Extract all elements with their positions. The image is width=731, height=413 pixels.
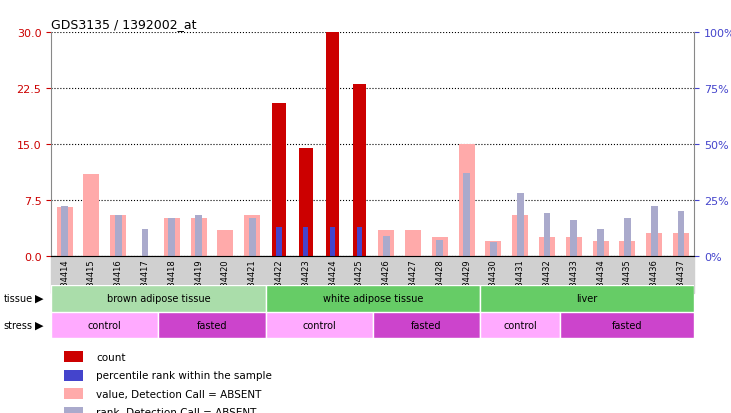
Bar (463, 173, 470, 256)
Bar (61, 207, 68, 256)
Bar (110, 215, 126, 256)
FancyBboxPatch shape (480, 312, 561, 339)
Bar (570, 221, 577, 256)
Bar (624, 218, 631, 256)
Bar (383, 236, 390, 256)
Bar (276, 227, 281, 256)
Text: stress: stress (4, 320, 33, 330)
Bar (593, 241, 609, 256)
Text: rank, Detection Call = ABSENT: rank, Detection Call = ABSENT (96, 407, 257, 413)
Bar (64, 389, 83, 399)
Bar (512, 215, 529, 256)
Text: percentile rank within the sample: percentile rank within the sample (96, 370, 272, 380)
Bar (330, 227, 336, 256)
Bar (539, 237, 555, 256)
Bar (357, 227, 362, 256)
Bar (517, 194, 523, 256)
Bar (485, 241, 501, 256)
Text: control: control (504, 320, 537, 330)
FancyBboxPatch shape (265, 312, 373, 339)
Bar (619, 241, 635, 256)
Bar (651, 207, 658, 256)
Bar (272, 104, 286, 256)
Bar (566, 237, 582, 256)
Text: fasted: fasted (411, 320, 442, 330)
Bar (244, 215, 260, 256)
Bar (673, 234, 689, 256)
Text: liver: liver (577, 293, 598, 304)
Bar (217, 230, 233, 256)
Bar (303, 227, 308, 256)
Bar (64, 407, 83, 413)
Text: ▶: ▶ (35, 293, 44, 303)
Bar (458, 145, 474, 256)
Text: control: control (88, 320, 121, 330)
Text: fasted: fasted (612, 320, 643, 330)
FancyBboxPatch shape (265, 285, 480, 312)
Bar (191, 219, 207, 256)
Bar (432, 237, 448, 256)
Bar (83, 174, 99, 256)
FancyBboxPatch shape (480, 285, 694, 312)
Text: value, Detection Call = ABSENT: value, Detection Call = ABSENT (96, 389, 262, 399)
Bar (64, 351, 83, 362)
Bar (378, 230, 394, 256)
Bar (64, 370, 83, 381)
Text: fasted: fasted (197, 320, 227, 330)
Text: control: control (303, 320, 336, 330)
Bar (678, 211, 684, 256)
Bar (115, 216, 121, 256)
Text: white adipose tissue: white adipose tissue (322, 293, 423, 304)
Bar (51, 256, 694, 293)
Bar (352, 85, 366, 256)
Text: ▶: ▶ (35, 320, 44, 330)
Text: count: count (96, 352, 126, 362)
FancyBboxPatch shape (373, 312, 480, 339)
Bar (195, 216, 202, 256)
Bar (646, 234, 662, 256)
Bar (249, 218, 256, 256)
Bar (168, 218, 175, 256)
Bar (405, 230, 421, 256)
Text: tissue: tissue (4, 293, 33, 303)
Text: GDS3135 / 1392002_at: GDS3135 / 1392002_at (51, 17, 197, 31)
Bar (164, 219, 180, 256)
FancyBboxPatch shape (51, 285, 265, 312)
Bar (142, 229, 148, 256)
Bar (597, 229, 604, 256)
Bar (490, 243, 497, 256)
FancyBboxPatch shape (561, 312, 694, 339)
Bar (544, 214, 550, 256)
FancyBboxPatch shape (51, 312, 159, 339)
Bar (326, 33, 339, 256)
Bar (56, 208, 72, 256)
Bar (299, 148, 312, 256)
Bar (436, 240, 443, 256)
Text: brown adipose tissue: brown adipose tissue (107, 293, 211, 304)
FancyBboxPatch shape (159, 312, 265, 339)
